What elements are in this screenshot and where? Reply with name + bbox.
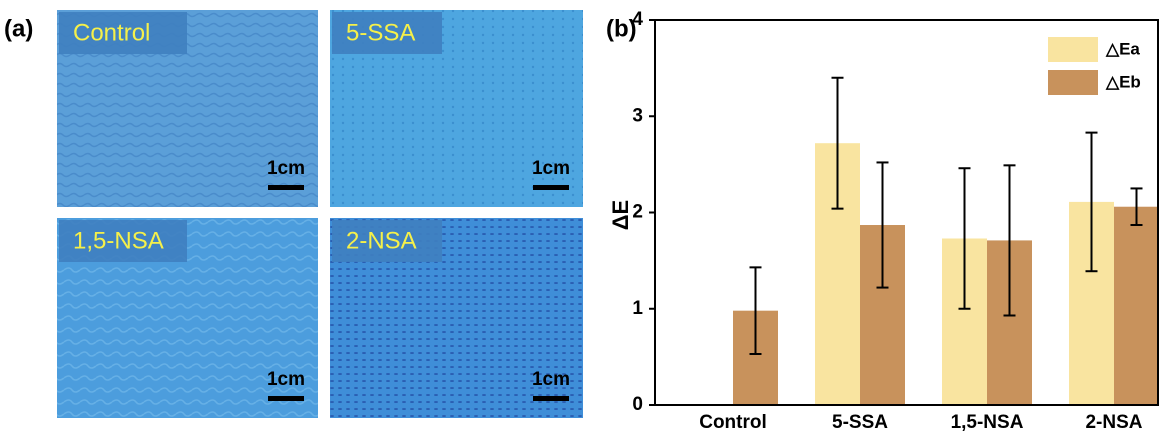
legend-label: △Eb [1105, 72, 1141, 91]
y-axis-title: ΔE [608, 200, 633, 231]
photo-title: 5-SSA [346, 19, 415, 46]
y-tick-label: 4 [632, 9, 643, 30]
scale-bar [268, 396, 304, 401]
photo-title: 2-NSA [346, 227, 417, 254]
legend-label: △Ea [1105, 39, 1140, 58]
scale-label: 1cm [267, 369, 305, 390]
legend-swatch [1048, 70, 1098, 95]
legend-swatch [1048, 37, 1098, 62]
photo-grid: Control 1cm 5-SSA 1cm 1,5-NSA 1cm 2-NSA 1cm [57, 10, 583, 418]
y-tick-label: 0 [632, 394, 643, 415]
x-tick-label: 5-SSA [832, 412, 888, 433]
y-tick-label: 2 [632, 202, 643, 223]
scale-label: 1cm [532, 158, 570, 179]
photo-title: 1,5-NSA [73, 227, 164, 254]
figure: (a) Control 1cm 5-SSA 1cm 1,5-NSA 1cm 2-NSA 1cm… [0, 0, 1161, 435]
scale-label: 1cm [267, 158, 305, 179]
x-tick-label: Control [699, 412, 767, 433]
scale-label: 1cm [532, 369, 570, 390]
y-tick-label: 1 [632, 298, 643, 319]
panel-label: (a) [4, 15, 33, 42]
scale-bar [533, 185, 569, 190]
x-tick-label: 2-NSA [1085, 412, 1142, 433]
x-tick-label: 1,5-NSA [951, 412, 1024, 433]
y-tick-label: 3 [632, 105, 643, 126]
scale-bar [533, 396, 569, 401]
photo-title: Control [73, 19, 150, 46]
bar [1114, 207, 1159, 405]
scale-bar [268, 185, 304, 190]
page: (a) Control 1cm 5-SSA 1cm 1,5-NSA 1cm 2-NSA 1cm… [0, 0, 1161, 440]
